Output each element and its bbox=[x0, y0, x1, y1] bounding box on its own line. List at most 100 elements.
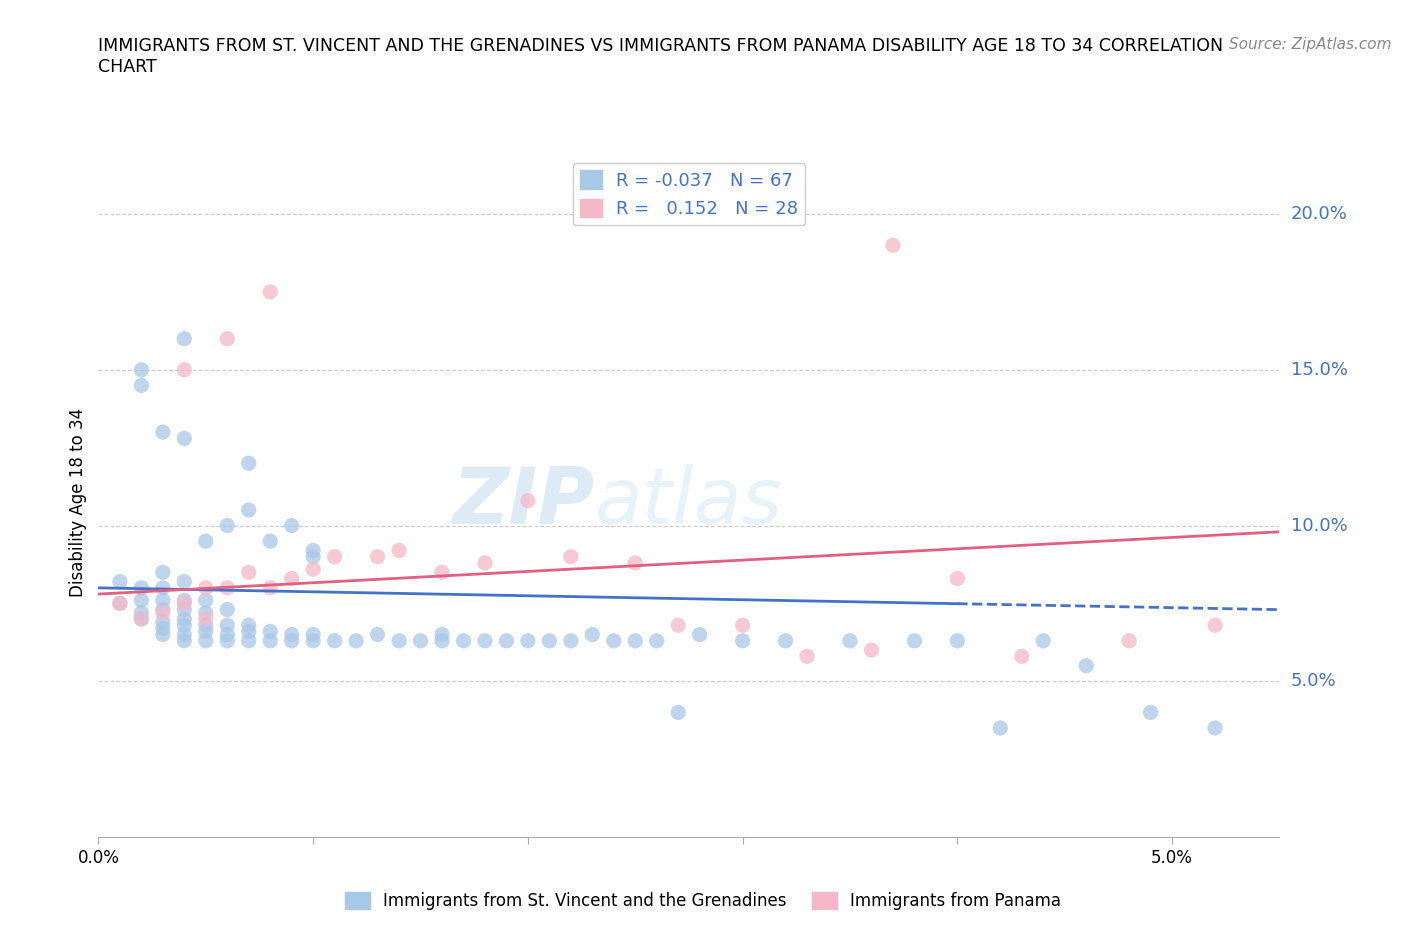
Point bbox=[1032, 633, 1054, 648]
Point bbox=[280, 518, 302, 533]
Point bbox=[430, 633, 453, 648]
Text: 0.0%: 0.0% bbox=[77, 849, 120, 867]
Point bbox=[280, 571, 302, 586]
Point bbox=[173, 618, 195, 632]
Point bbox=[173, 331, 195, 346]
Point bbox=[152, 565, 174, 579]
Point bbox=[217, 618, 239, 632]
Point bbox=[474, 633, 496, 648]
Point bbox=[173, 603, 195, 618]
Point bbox=[131, 363, 153, 378]
Point bbox=[560, 633, 582, 648]
Point bbox=[194, 580, 217, 595]
Point bbox=[217, 580, 239, 595]
Point bbox=[152, 615, 174, 630]
Point bbox=[152, 603, 174, 618]
Point bbox=[194, 612, 217, 627]
Point bbox=[495, 633, 517, 648]
Point bbox=[775, 633, 797, 648]
Point bbox=[409, 633, 432, 648]
Point bbox=[131, 612, 153, 627]
Text: 15.0%: 15.0% bbox=[1291, 361, 1347, 379]
Point bbox=[666, 618, 689, 632]
Point bbox=[624, 633, 647, 648]
Point bbox=[796, 649, 818, 664]
Point bbox=[946, 571, 969, 586]
Point bbox=[131, 378, 153, 392]
Point bbox=[581, 627, 603, 642]
Point bbox=[731, 633, 754, 648]
Point bbox=[323, 633, 346, 648]
Text: 10.0%: 10.0% bbox=[1291, 516, 1347, 535]
Point bbox=[131, 592, 153, 607]
Point bbox=[131, 612, 153, 627]
Point bbox=[946, 633, 969, 648]
Point bbox=[689, 627, 711, 642]
Point bbox=[173, 627, 195, 642]
Point bbox=[1204, 721, 1226, 736]
Point bbox=[173, 574, 195, 589]
Point bbox=[131, 580, 153, 595]
Point bbox=[217, 331, 239, 346]
Point bbox=[238, 633, 260, 648]
Point bbox=[173, 596, 195, 611]
Point bbox=[430, 565, 453, 579]
Point bbox=[238, 624, 260, 639]
Point bbox=[1139, 705, 1161, 720]
Point bbox=[152, 627, 174, 642]
Point bbox=[453, 633, 475, 648]
Point bbox=[173, 431, 195, 445]
Point bbox=[839, 633, 862, 648]
Point bbox=[108, 574, 131, 589]
Point bbox=[152, 592, 174, 607]
Point bbox=[731, 618, 754, 632]
Text: ZIP: ZIP bbox=[453, 464, 595, 540]
Point bbox=[645, 633, 668, 648]
Point bbox=[302, 627, 325, 642]
Point bbox=[238, 565, 260, 579]
Point bbox=[217, 603, 239, 618]
Point bbox=[259, 580, 281, 595]
Point bbox=[1118, 633, 1140, 648]
Point bbox=[280, 627, 302, 642]
Point bbox=[903, 633, 925, 648]
Point bbox=[666, 705, 689, 720]
Point bbox=[173, 612, 195, 627]
Point bbox=[302, 550, 325, 565]
Point bbox=[217, 627, 239, 642]
Point bbox=[238, 618, 260, 632]
Point bbox=[860, 643, 883, 658]
Point bbox=[344, 633, 367, 648]
Point bbox=[430, 627, 453, 642]
Text: IMMIGRANTS FROM ST. VINCENT AND THE GRENADINES VS IMMIGRANTS FROM PANAMA DISABIL: IMMIGRANTS FROM ST. VINCENT AND THE GREN… bbox=[98, 37, 1223, 76]
Point bbox=[302, 633, 325, 648]
Point bbox=[882, 238, 904, 253]
Point bbox=[194, 618, 217, 632]
Point bbox=[259, 534, 281, 549]
Text: atlas: atlas bbox=[595, 464, 782, 540]
Point bbox=[108, 596, 131, 611]
Point bbox=[1011, 649, 1033, 664]
Text: 5.0%: 5.0% bbox=[1152, 849, 1194, 867]
Point bbox=[194, 633, 217, 648]
Y-axis label: Disability Age 18 to 34: Disability Age 18 to 34 bbox=[69, 407, 87, 597]
Point bbox=[152, 580, 174, 595]
Point bbox=[538, 633, 561, 648]
Point bbox=[516, 493, 538, 508]
Point bbox=[152, 605, 174, 620]
Point bbox=[516, 633, 538, 648]
Point bbox=[624, 555, 647, 570]
Point bbox=[194, 534, 217, 549]
Point bbox=[259, 624, 281, 639]
Point bbox=[323, 550, 346, 565]
Point bbox=[238, 502, 260, 517]
Point bbox=[367, 550, 389, 565]
Point bbox=[238, 456, 260, 471]
Point bbox=[194, 624, 217, 639]
Point bbox=[173, 592, 195, 607]
Legend: Immigrants from St. Vincent and the Grenadines, Immigrants from Panama: Immigrants from St. Vincent and the Gren… bbox=[339, 885, 1067, 917]
Point bbox=[194, 605, 217, 620]
Point bbox=[217, 633, 239, 648]
Point bbox=[152, 621, 174, 636]
Legend: R = -0.037   N = 67, R =   0.152   N = 28: R = -0.037 N = 67, R = 0.152 N = 28 bbox=[572, 163, 806, 225]
